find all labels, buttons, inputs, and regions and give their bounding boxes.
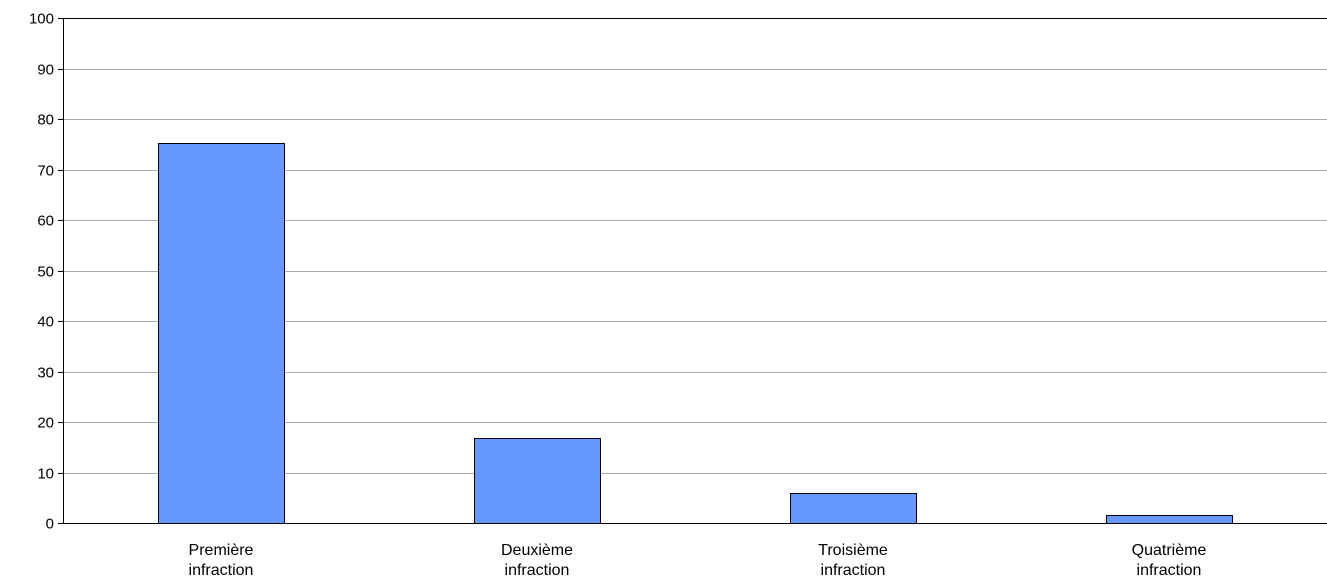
bar-4 — [1106, 515, 1233, 524]
x-category-label-1-line-1: Première — [189, 542, 254, 559]
axes — [58, 18, 1327, 524]
y-tick-labels: 0 10 20 30 40 50 60 70 80 90 100 — [29, 11, 54, 533]
y-tick-label-70: 70 — [37, 163, 54, 180]
bar-1 — [158, 143, 285, 524]
bar-3 — [790, 493, 917, 524]
y-tick-label-80: 80 — [37, 112, 54, 129]
x-category-label-2-line-1: Deuxième — [501, 542, 573, 559]
y-tick-label-40: 40 — [37, 314, 54, 331]
y-tick-label-20: 20 — [37, 415, 54, 432]
y-tick-label-90: 90 — [37, 62, 54, 79]
x-category-label-3-line-1: Troisième — [818, 542, 888, 559]
x-category-label-3-line-2: infraction — [821, 562, 886, 579]
y-tick-label-30: 30 — [37, 365, 54, 382]
y-tick-label-60: 60 — [37, 213, 54, 230]
y-tick-label-50: 50 — [37, 264, 54, 281]
x-category-label-4-line-2: infraction — [1137, 562, 1202, 579]
bar-2 — [474, 438, 601, 524]
y-tick-label-10: 10 — [37, 466, 54, 483]
x-category-label-2-line-2: infraction — [505, 562, 570, 579]
y-tick-label-0: 0 — [46, 516, 54, 533]
y-tick-label-100: 100 — [29, 11, 54, 28]
bars — [158, 143, 1233, 524]
x-category-labels: Première infraction Deuxième infraction Troi… — [189, 542, 1207, 579]
x-category-label-1-line-2: infraction — [189, 562, 254, 579]
x-category-label-4-line-1: Quatrième — [1132, 542, 1207, 559]
